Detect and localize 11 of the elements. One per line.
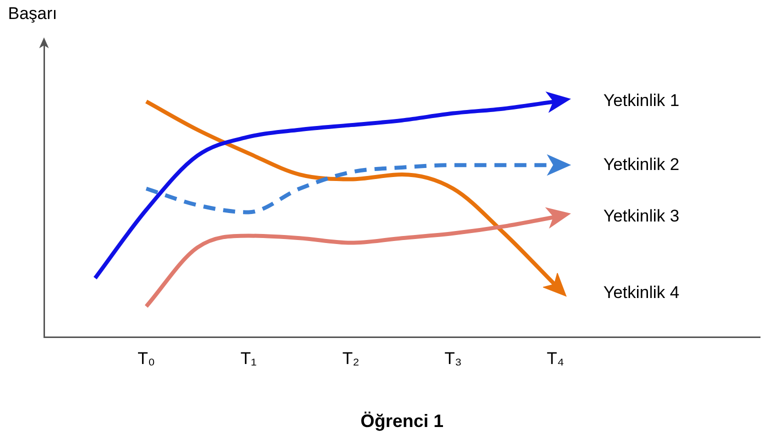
y-axis-title: Başarı: [8, 4, 58, 24]
series-label: Yetkinlik 2: [603, 154, 680, 174]
x-tick-label: T₄: [546, 348, 564, 368]
x-tick-label: T₀: [138, 348, 156, 368]
x-tick-label: T₂: [342, 348, 360, 368]
x-tick-label: T₃: [444, 348, 462, 368]
series-label: Yetkinlik 3: [603, 206, 680, 226]
text: Yetkinlik 4: [603, 282, 680, 302]
x-tick-label: T₁: [240, 348, 257, 368]
x-axis-title: Öğrenci 1: [360, 411, 444, 432]
series-label: Yetkinlik 1: [603, 91, 680, 110]
